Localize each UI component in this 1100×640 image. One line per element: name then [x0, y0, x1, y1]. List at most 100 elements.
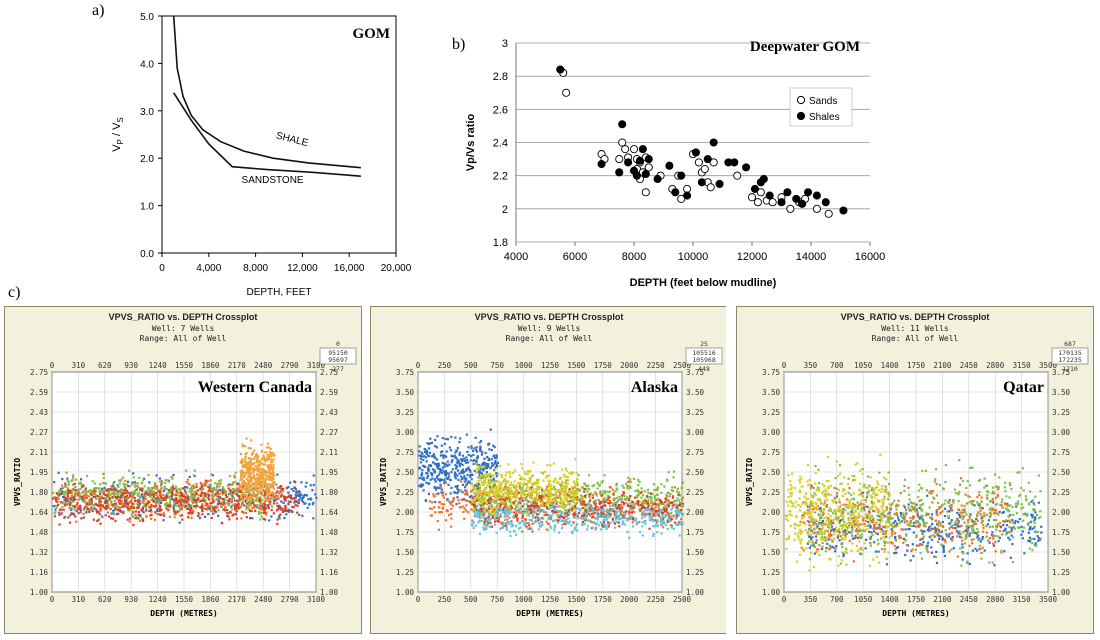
data-point-yellow-well: [527, 479, 530, 483]
data-point-yellow-well: [541, 492, 544, 495]
data-point-amber-well: [272, 452, 275, 455]
data-point-green-well: [660, 491, 663, 494]
data-point-green-well: [106, 503, 109, 506]
data-point-green-well: [211, 510, 214, 513]
data-point-green-well: [189, 497, 192, 501]
data-point-red-well: [499, 515, 502, 518]
data-point-red-well: [193, 505, 196, 508]
data-point-green-well: [212, 488, 215, 491]
data-point-yellow-well: [513, 491, 517, 494]
data-point-red-well: [144, 504, 147, 507]
data-point-cyan-well: [555, 505, 558, 509]
data-point-red-well: [607, 496, 610, 499]
data-point-orange-well: [232, 487, 235, 490]
data-point-blue-well: [448, 463, 451, 466]
data-point-cyan-well: [615, 518, 618, 521]
data-point-blue-well: [223, 509, 226, 512]
data-point-blue-well: [272, 500, 276, 503]
data-point-orange-well: [60, 484, 64, 487]
data-point-cyan-well: [650, 495, 653, 498]
data-point-cyan-well: [664, 524, 667, 527]
data-point-red-well: [149, 493, 152, 496]
data-point-red-well: [169, 504, 172, 507]
data-point-cyan-well: [603, 519, 606, 522]
data-point-cyan-well: [522, 511, 525, 514]
data-point-blue-well: [450, 486, 453, 489]
data-point-cyan-well: [650, 505, 653, 508]
x-tick-label-top: 3100: [307, 361, 326, 370]
data-point-yellow-well: [515, 495, 518, 498]
data-point-red-well: [553, 511, 556, 514]
data-point-orange-well: [254, 504, 257, 507]
data-point-blue-well: [441, 437, 444, 440]
data-point-blue-well: [243, 504, 246, 507]
data-point-orange-well: [214, 505, 218, 508]
data-point-green-well: [641, 494, 644, 497]
data-point-green-well: [481, 495, 484, 498]
data-point-red-well: [640, 507, 643, 510]
data-point-blue-well: [481, 463, 484, 466]
data-point-orange-well: [93, 493, 97, 496]
data-point-red-well: [204, 495, 207, 498]
data-point-green-well: [554, 488, 557, 491]
data-point-cyan-well: [564, 521, 567, 524]
data-point-green-well: [113, 492, 116, 495]
data-point-orange-well: [611, 488, 614, 491]
data-point-red-well: [613, 522, 616, 525]
data-point-blue-well: [434, 480, 437, 483]
data-point-blue-well: [472, 453, 475, 456]
data-point-blue-well: [306, 506, 309, 509]
data-point-orange-well: [505, 504, 508, 507]
data-point-green-well: [221, 486, 225, 489]
data-point-orange-well: [620, 504, 623, 507]
annotation-sandstone: SANDSTONE: [242, 175, 304, 186]
data-point-green-well: [596, 487, 599, 490]
data-point-orange-well: [622, 511, 626, 514]
data-point-red-well: [278, 505, 282, 508]
data-point-green-well: [102, 476, 105, 480]
data-point-green-well: [638, 480, 641, 483]
data-point-yellow-well: [557, 489, 560, 493]
data-point-green-well: [622, 486, 625, 489]
y-tick-label-right: 2.75: [320, 368, 338, 377]
data-point-cyan-well: [488, 525, 491, 528]
data-point-amber-well: [263, 483, 267, 486]
data-point-red-well: [55, 492, 58, 495]
data-point-green-well: [583, 483, 586, 486]
data-point-blue-well: [173, 509, 176, 512]
data-point-cyan-well: [484, 527, 487, 530]
data-point-cyan-well: [524, 521, 527, 524]
data-point-red-well: [162, 498, 165, 502]
data-point-red-well: [499, 503, 502, 507]
data-point-orange-well: [143, 491, 146, 494]
data-point-red-well: [52, 497, 55, 500]
data-point-blue-well: [457, 469, 460, 472]
data-point-green-well: [63, 490, 66, 493]
data-point-blue-well: [212, 512, 215, 515]
data-point-red-well: [649, 492, 652, 495]
data-point-green-well: [627, 496, 630, 499]
y-tick-label-right: 2.27: [320, 428, 338, 437]
data-point-green-well: [621, 484, 624, 487]
data-point-cyan-well: [577, 517, 580, 520]
data-point-red-well: [291, 510, 294, 513]
data-point-blue-well: [133, 481, 136, 484]
data-point-green-well: [594, 517, 597, 520]
data-point-blue-well: [463, 475, 466, 478]
data-point-orange-well: [199, 481, 202, 484]
data-point-yellow-well: [479, 498, 482, 501]
x-tick-label-top: 1860: [201, 361, 220, 370]
data-point-cyan-well: [493, 523, 497, 526]
y-tick-label-right: 1.75: [686, 528, 704, 537]
data-point-red-well: [96, 519, 99, 522]
data-point-red-well: [159, 513, 162, 516]
data-point-green-well: [108, 489, 111, 492]
data-point-cyan-well: [661, 513, 664, 517]
data-point-yellow-well: [502, 487, 505, 490]
data-point-orange-well: [515, 510, 518, 513]
y-tick-label-right: 1.80: [320, 488, 339, 497]
data-point-red-well: [132, 524, 135, 527]
data-point-yellow-well: [536, 494, 539, 498]
data-point-blue-well: [464, 477, 467, 480]
data-point-blue-well: [428, 455, 431, 458]
